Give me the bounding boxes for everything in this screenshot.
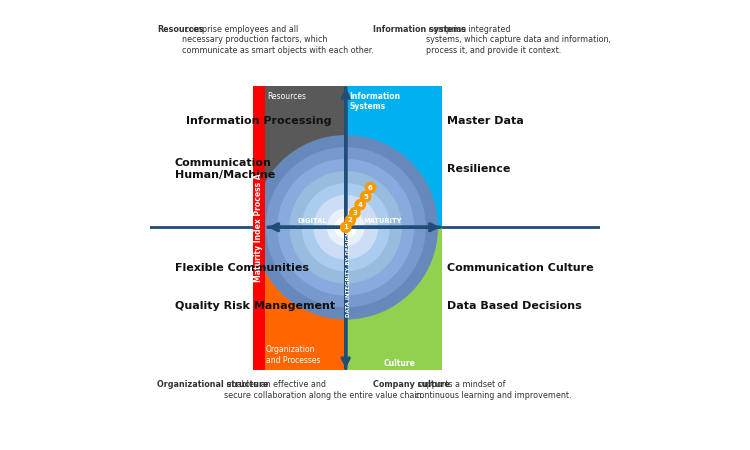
Text: Information
Systems: Information Systems — [350, 92, 400, 111]
Circle shape — [349, 207, 361, 219]
Bar — [253, 86, 346, 227]
Circle shape — [314, 195, 378, 260]
Circle shape — [360, 191, 371, 202]
Circle shape — [254, 135, 438, 320]
Text: comprise employees and all
necessary production factors, which
communicate as sm: comprise employees and all necessary pro… — [182, 25, 374, 54]
Text: enables an effective and
secure collaboration along the entire value chain.: enables an effective and secure collabor… — [224, 380, 424, 400]
Circle shape — [340, 221, 352, 233]
Bar — [253, 86, 266, 370]
Text: 4: 4 — [358, 202, 363, 208]
Circle shape — [278, 159, 414, 296]
Text: Organization
and Processes: Organization and Processes — [266, 345, 320, 365]
Text: Master Data: Master Data — [447, 117, 524, 126]
Text: Resources: Resources — [268, 92, 307, 101]
Text: Communication
Human/Machine: Communication Human/Machine — [175, 158, 275, 180]
Text: 3: 3 — [352, 210, 357, 216]
Text: DIGITAL: DIGITAL — [297, 218, 327, 225]
Text: comprise integrated
systems, which capture data and information,
process it, and: comprise integrated systems, which captu… — [426, 25, 610, 54]
Text: 6: 6 — [368, 184, 373, 191]
Circle shape — [344, 215, 356, 226]
Text: MATURITY: MATURITY — [364, 218, 402, 225]
Text: Maturity Index Process A: Maturity Index Process A — [254, 174, 263, 283]
Text: Resilience: Resilience — [447, 164, 510, 174]
Text: Communication Culture: Communication Culture — [447, 263, 594, 273]
Text: DATA INTEGRITY BY DESIGN: DATA INTEGRITY BY DESIGN — [346, 232, 352, 317]
Text: Information systems: Information systems — [373, 25, 466, 34]
Text: 2: 2 — [348, 217, 352, 224]
Text: supports a mindset of
continuous learning and improvement.: supports a mindset of continuous learnin… — [415, 380, 571, 400]
Text: Company culture: Company culture — [373, 380, 450, 389]
Bar — [346, 227, 442, 370]
Bar — [253, 227, 346, 370]
Text: Data Based Decisions: Data Based Decisions — [447, 301, 582, 311]
Circle shape — [290, 171, 402, 284]
Circle shape — [364, 182, 376, 194]
Text: Resources: Resources — [157, 25, 203, 34]
Circle shape — [327, 208, 364, 246]
Circle shape — [334, 216, 357, 239]
Bar — [346, 86, 442, 227]
Text: Organizational structure: Organizational structure — [157, 380, 268, 389]
Text: 1: 1 — [344, 224, 348, 230]
Circle shape — [354, 199, 366, 211]
Circle shape — [302, 183, 390, 271]
Text: Information Processing: Information Processing — [186, 117, 332, 126]
Text: Culture: Culture — [384, 359, 416, 368]
Text: Quality Risk Management: Quality Risk Management — [175, 301, 334, 311]
Text: 5: 5 — [363, 194, 368, 200]
Circle shape — [266, 147, 426, 307]
Text: Flexible Communities: Flexible Communities — [175, 263, 309, 273]
